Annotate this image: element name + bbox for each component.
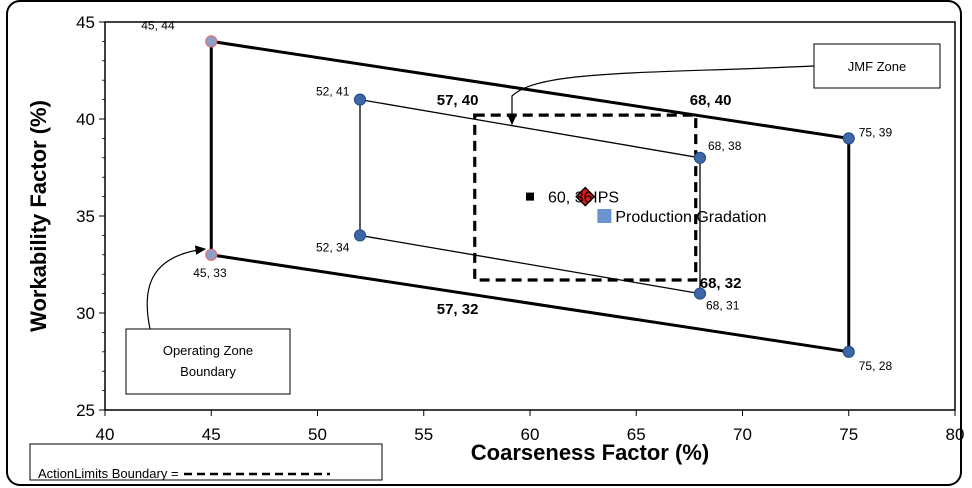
production-gradation-legend-marker [597,209,612,223]
points-layer [205,35,855,358]
x-tick-label: 55 [414,425,433,444]
x-tick-label: 75 [839,425,858,444]
x-tick-label: 80 [946,425,965,444]
operating-zone-point-label: 45, 33 [193,266,227,280]
operating-zone-marker [842,132,855,145]
action-limit-corner-label: 57, 32 [437,301,479,318]
inner-zone-marker [693,151,707,164]
y-tick-label: 35 [76,207,95,226]
inner-zone-point-label: 68, 31 [706,299,740,313]
operating-zone-marker [842,345,855,358]
y-tick-label: 45 [76,13,95,32]
inner-zone-marker [353,93,367,106]
jmf-zone-callout-box [813,43,941,89]
axis-ticks: 40 45 50 55 60 65 70 75 80 25 30 35 40 45 [76,13,964,444]
y-tick-label: 25 [76,401,95,420]
operating-zone-callout-line1: Operating Zone [163,343,253,358]
y-tick-label: 30 [76,304,95,323]
y-axis-title: Workability Factor (%) [26,100,51,332]
operating-zone-arrow [146,245,207,330]
x-tick-label: 70 [733,425,752,444]
operating-zone-marker [205,248,218,261]
action-limits-legend-text: ActionLimits Boundary = [38,466,179,481]
ips-marker [526,192,534,201]
production-gradation-label: Production Gradation [615,209,766,226]
action-limits-boundary [473,113,698,282]
jmf-zone-arrow [507,65,815,126]
operating-zone-callout-line2: Boundary [180,364,236,379]
inner-zone-marker [693,287,707,300]
jmf-zone-callout-text: JMF Zone [848,59,907,74]
x-tick-label: 50 [308,425,327,444]
inner-zone-point-label: 68, 38 [708,139,742,153]
production-gradation-marker [575,186,596,207]
x-tick-label: 45 [202,425,221,444]
labels-layer: 45, 44 75, 39 75, 28 45, 33 52, 41 68, 38 68, … [141,18,892,372]
ips-series-label: IPS [593,190,619,207]
action-limits-legend-box [29,443,383,481]
inner-zone-point-label: 52, 41 [316,85,350,99]
operating-zone-point-label: 75, 39 [859,125,893,139]
x-tick-label: 40 [96,425,115,444]
inner-zone-point-label: 52, 34 [316,240,350,254]
operating-zone-marker [205,35,218,48]
ips-value-label: 60, 36 [548,190,593,207]
x-tick-label: 65 [627,425,646,444]
x-axis-title: Coarseness Factor (%) [471,440,709,465]
operating-zone-callout-box [125,328,291,395]
action-limit-corner-label: 68, 32 [700,275,742,292]
x-tick-label: 60 [521,425,540,444]
inner-zone-marker [353,229,367,242]
operating-zone-point-label: 45, 44 [141,18,175,32]
chart-frame [6,0,962,486]
y-tick-label: 40 [76,110,95,129]
action-limit-corner-label: 57, 40 [437,92,479,109]
action-limit-corner-label: 68, 40 [690,92,732,109]
operating-zone-point-label: 75, 28 [859,359,893,373]
